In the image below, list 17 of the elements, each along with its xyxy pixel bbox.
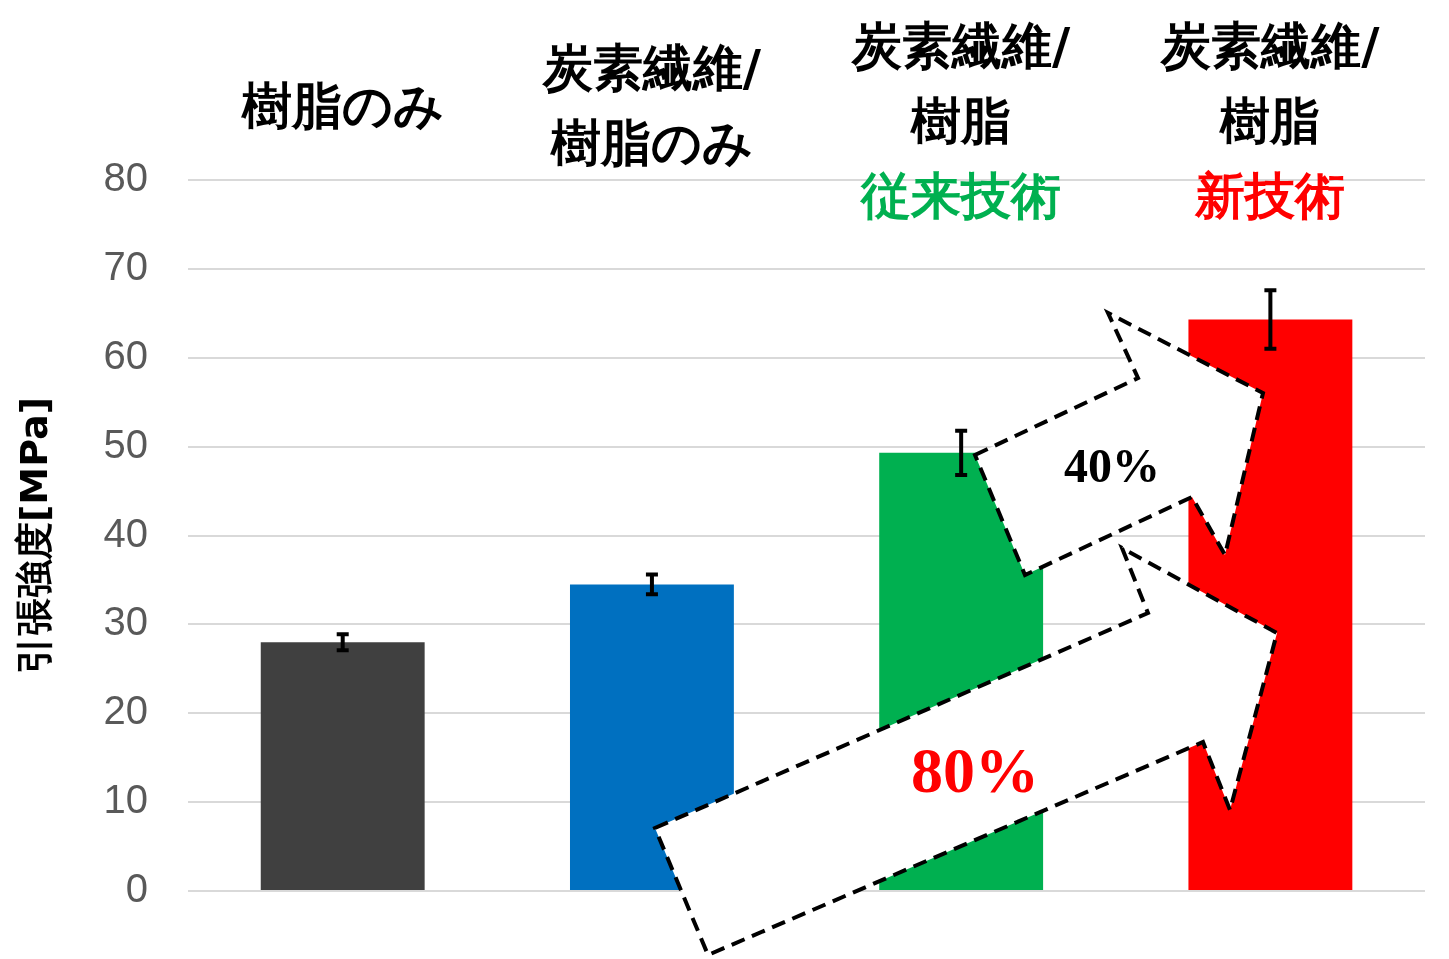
annotation: 40% [1064,439,1160,492]
y-tick-label: 30 [103,599,149,644]
x-tick-label: 炭素繊維/ 樹脂新技術 [1160,16,1381,225]
x-tick-label: 炭素繊維/ 樹脂のみ [541,39,762,173]
y-tick-label: 60 [103,332,149,377]
y-tick-label: 70 [103,243,149,288]
annotation: 80% [911,735,1039,806]
y-axis-title: 引張強度[MPa] [11,396,56,675]
bar [260,642,425,890]
y-tick-label: 10 [103,777,149,822]
y-tick-label: 20 [103,688,149,733]
y-tick-label: 0 [125,866,149,911]
y-tick-label: 50 [103,421,149,466]
x-tick-label: 炭素繊維/ 樹脂従来技術 [851,16,1072,225]
x-tick-label: 樹脂のみ [239,76,444,135]
y-tick-label: 40 [103,510,149,555]
y-tick-label: 80 [103,155,149,200]
